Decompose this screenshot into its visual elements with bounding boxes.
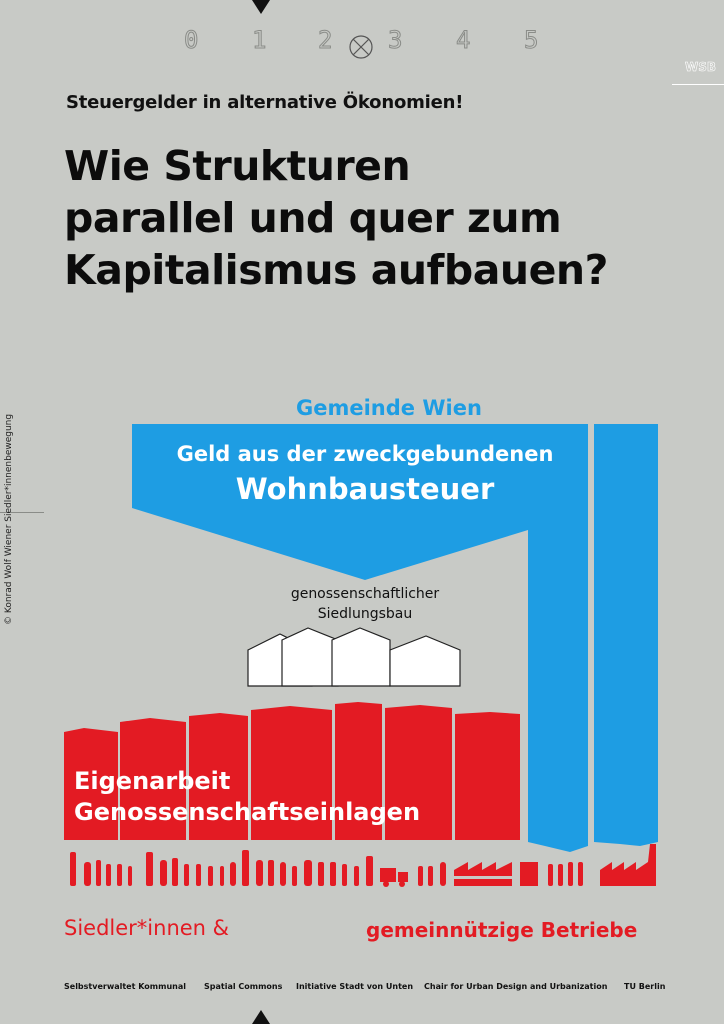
crossed-circle-icon [349, 35, 373, 59]
houses-label-line: Siedlungsbau [317, 606, 413, 622]
footer-item: Spatial Commons [204, 982, 283, 991]
bottom-marker-triangle [252, 1010, 270, 1024]
title-line: parallel und quer zum [64, 194, 562, 242]
scale-number: 1 [251, 26, 267, 55]
footer-item: Chair for Urban Design and Urbanization [424, 982, 608, 991]
scale-number: 3 [387, 26, 403, 55]
scale-number: 0 [183, 26, 199, 55]
red-text-line1: Eigenarbeit [74, 767, 231, 795]
footer-credits: Selbstverwaltet Kommunal Spatial Commons… [64, 982, 684, 996]
scale-number: 5 [523, 26, 539, 55]
red-contribution-bars [64, 702, 520, 840]
blue-tax-column [594, 424, 658, 846]
houses-label: genossenschaftlicher Siedlungsbau [270, 584, 460, 624]
poster-title: Wie Strukturen parallel und quer zum Kap… [64, 140, 684, 296]
blue-tax-funnel [132, 424, 588, 852]
wsb-badge: WSB [672, 56, 724, 85]
gemeinde-label: Gemeinde Wien [296, 396, 482, 420]
footer-item: Selbstverwaltet Kommunal [64, 982, 186, 991]
houses-icon [247, 627, 461, 687]
betriebe-label: gemeinnützige Betriebe [366, 918, 638, 942]
funnel-text-line1: Geld aus der zweckgebundenen [176, 442, 554, 466]
scale-number: 2 [317, 26, 333, 55]
red-text-line2: Genossenschaftseinlagen [74, 798, 421, 826]
title-line: Wie Strukturen [64, 142, 411, 190]
title-line: Kapitalismus aufbauen? [64, 246, 608, 294]
scale-numbers: 0 1 2 3 4 5 [170, 26, 560, 62]
footer-item: Initiative Stadt von Unten [296, 982, 414, 991]
top-marker-triangle [252, 0, 270, 14]
people-icons [70, 850, 446, 887]
factory-icons [454, 844, 656, 886]
footer-item: TU Berlin [624, 982, 666, 991]
wsb-label: WSB [684, 60, 717, 75]
poster-subtitle: Steuergelder in alternative Ökonomien! [66, 92, 464, 113]
side-tick-line [0, 512, 44, 513]
siedler-label: Siedler*innen & [64, 916, 230, 940]
houses-label-line: genossenschaftlicher [290, 586, 440, 602]
scale-number: 4 [455, 26, 471, 55]
funnel-text-line2: Wohnbausteuer [235, 472, 495, 506]
